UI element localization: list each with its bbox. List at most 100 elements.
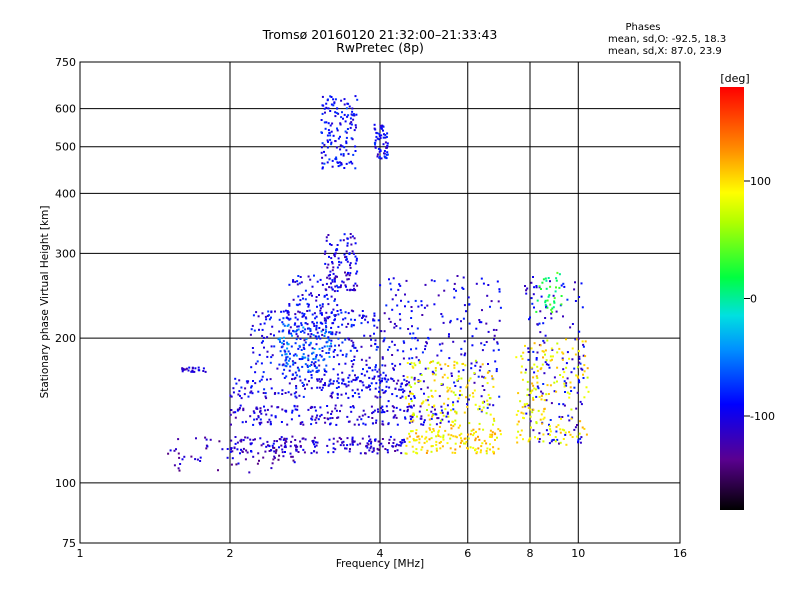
data-point: [278, 339, 281, 341]
data-point: [290, 455, 293, 458]
data-point: [542, 418, 545, 421]
data-point: [373, 332, 375, 335]
data-point: [341, 111, 343, 114]
data-point: [169, 449, 172, 452]
data-point: [330, 326, 333, 329]
data-point: [437, 417, 440, 420]
data-point: [490, 436, 492, 438]
data-point: [233, 447, 236, 450]
data-point: [328, 158, 331, 161]
data-point: [346, 237, 349, 240]
data-point: [236, 448, 239, 451]
data-point: [405, 444, 408, 447]
data-point: [295, 446, 298, 448]
data-point: [498, 395, 501, 398]
data-point: [482, 428, 485, 431]
data-point: [280, 310, 283, 313]
data-point: [550, 347, 553, 350]
data-point: [420, 388, 423, 391]
data-point: [320, 413, 323, 416]
data-point: [421, 435, 423, 438]
data-point: [548, 442, 551, 445]
data-point: [323, 417, 326, 419]
data-point: [412, 412, 415, 415]
data-point: [577, 337, 580, 340]
data-point: [404, 417, 407, 420]
data-point: [440, 440, 442, 443]
x-tick-label: 1: [77, 547, 84, 560]
data-point: [324, 421, 327, 424]
data-point: [415, 356, 418, 359]
data-point: [420, 300, 423, 303]
data-point: [315, 315, 318, 318]
data-point: [455, 436, 458, 439]
data-point: [341, 280, 344, 283]
data-point: [383, 152, 385, 155]
data-point: [426, 399, 429, 402]
data-point: [311, 321, 314, 324]
data-point: [550, 308, 553, 311]
data-point: [367, 366, 370, 369]
data-point: [385, 405, 388, 408]
data-point: [260, 341, 263, 344]
data-point: [533, 342, 536, 345]
data-point: [408, 402, 410, 405]
data-point: [291, 360, 294, 363]
data-point: [429, 328, 432, 331]
data-point: [218, 440, 221, 443]
data-point: [382, 143, 385, 146]
data-point: [285, 358, 288, 361]
data-point: [475, 430, 477, 433]
data-point: [324, 328, 327, 331]
data-point: [286, 347, 289, 350]
data-point: [427, 395, 430, 398]
data-point: [447, 420, 450, 423]
data-point: [453, 364, 456, 367]
data-point: [457, 397, 460, 400]
data-point: [321, 167, 324, 170]
data-point: [376, 408, 379, 411]
data-point: [543, 416, 546, 419]
data-point: [316, 331, 319, 334]
data-point: [407, 394, 410, 397]
data-point: [399, 363, 402, 366]
data-point: [563, 404, 566, 407]
data-point: [350, 380, 353, 383]
data-point: [258, 459, 260, 462]
data-point: [232, 411, 235, 414]
data-point: [492, 404, 495, 407]
data-point: [302, 314, 305, 317]
data-point: [327, 140, 329, 143]
data-point: [268, 450, 271, 452]
data-point: [294, 395, 297, 398]
data-point: [331, 261, 334, 263]
data-point: [410, 361, 413, 364]
data-point: [329, 124, 332, 127]
data-point: [314, 357, 317, 360]
data-point: [425, 399, 428, 402]
data-point: [527, 358, 530, 361]
data-point: [300, 349, 303, 351]
data-point: [293, 392, 296, 395]
data-point: [535, 358, 538, 361]
data-point: [319, 304, 322, 307]
data-point: [492, 417, 495, 420]
data-point: [353, 114, 356, 117]
data-point: [312, 351, 315, 354]
data-point: [465, 440, 468, 443]
data-point: [289, 365, 292, 368]
data-point: [531, 382, 534, 385]
data-point: [339, 349, 342, 352]
data-point: [583, 427, 586, 430]
data-point: [320, 146, 323, 149]
data-point: [436, 354, 439, 357]
data-point: [255, 311, 258, 314]
data-point: [456, 379, 459, 382]
data-point: [418, 360, 421, 363]
data-point: [296, 280, 299, 283]
data-point: [433, 303, 436, 306]
data-point: [440, 349, 443, 352]
data-point: [320, 131, 323, 134]
data-point: [309, 330, 312, 332]
data-point: [299, 440, 302, 443]
